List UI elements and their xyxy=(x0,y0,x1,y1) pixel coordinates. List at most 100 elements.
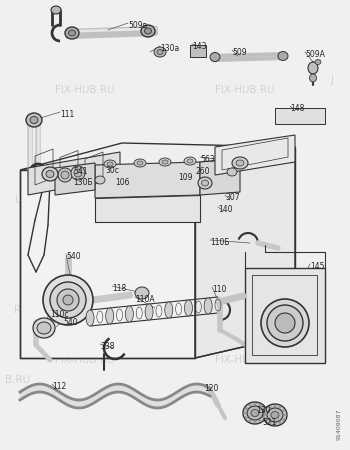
Text: 130а: 130а xyxy=(160,44,179,53)
Ellipse shape xyxy=(245,408,248,410)
Ellipse shape xyxy=(50,282,86,318)
Ellipse shape xyxy=(265,418,268,420)
Ellipse shape xyxy=(210,53,220,62)
Ellipse shape xyxy=(271,411,279,418)
Ellipse shape xyxy=(145,304,153,320)
Ellipse shape xyxy=(30,117,38,123)
Text: 112: 112 xyxy=(52,382,66,391)
Ellipse shape xyxy=(227,168,237,176)
Ellipse shape xyxy=(157,50,163,54)
Ellipse shape xyxy=(106,308,114,324)
Text: 106: 106 xyxy=(115,178,130,187)
Ellipse shape xyxy=(264,412,266,414)
Polygon shape xyxy=(95,162,200,198)
Ellipse shape xyxy=(315,59,321,64)
Ellipse shape xyxy=(268,406,272,408)
Ellipse shape xyxy=(267,305,303,341)
Bar xyxy=(245,268,325,363)
Text: 118: 118 xyxy=(112,284,126,293)
Polygon shape xyxy=(20,170,195,358)
Ellipse shape xyxy=(159,158,171,166)
Ellipse shape xyxy=(308,62,318,74)
Text: 541: 541 xyxy=(73,167,88,176)
Ellipse shape xyxy=(278,51,288,60)
Bar xyxy=(252,275,317,355)
Ellipse shape xyxy=(259,404,261,406)
Ellipse shape xyxy=(104,160,116,168)
Text: 109: 109 xyxy=(178,173,193,182)
Ellipse shape xyxy=(51,6,61,14)
Text: 338: 338 xyxy=(100,342,114,351)
Ellipse shape xyxy=(26,113,42,127)
Ellipse shape xyxy=(248,404,252,406)
Text: 563: 563 xyxy=(200,155,215,164)
Text: FIX-HUB.RU: FIX-HUB.RU xyxy=(55,265,115,275)
Ellipse shape xyxy=(135,287,149,299)
Ellipse shape xyxy=(63,295,73,305)
Polygon shape xyxy=(95,195,200,222)
Ellipse shape xyxy=(268,422,272,424)
Text: 110Б: 110Б xyxy=(210,238,230,247)
Bar xyxy=(190,45,206,57)
Text: 91409087: 91409087 xyxy=(337,409,342,440)
Polygon shape xyxy=(55,163,95,195)
Ellipse shape xyxy=(204,298,212,314)
Ellipse shape xyxy=(154,47,166,57)
Text: 143: 143 xyxy=(192,42,206,51)
Ellipse shape xyxy=(43,275,93,325)
Text: 148: 148 xyxy=(290,104,304,113)
Ellipse shape xyxy=(273,423,276,425)
Ellipse shape xyxy=(282,410,285,411)
Ellipse shape xyxy=(65,27,79,39)
Text: FIX-HUB.RU: FIX-HUB.RU xyxy=(215,85,275,95)
Ellipse shape xyxy=(262,417,265,419)
Text: 30c: 30c xyxy=(105,166,119,175)
Text: 130Б: 130Б xyxy=(73,178,93,187)
Ellipse shape xyxy=(42,167,58,181)
Ellipse shape xyxy=(107,162,113,166)
Ellipse shape xyxy=(141,25,155,37)
Ellipse shape xyxy=(264,414,266,416)
Ellipse shape xyxy=(248,420,252,422)
Text: J: J xyxy=(330,75,334,85)
Text: 521: 521 xyxy=(262,418,276,427)
Ellipse shape xyxy=(261,299,309,347)
Ellipse shape xyxy=(46,171,54,177)
Ellipse shape xyxy=(61,171,69,179)
Text: FIX-HUB.RU: FIX-HUB.RU xyxy=(215,355,275,365)
Ellipse shape xyxy=(187,159,193,163)
Text: 509A: 509A xyxy=(305,50,325,59)
Ellipse shape xyxy=(57,289,79,311)
Ellipse shape xyxy=(33,318,55,338)
Ellipse shape xyxy=(253,403,257,405)
Text: 120: 120 xyxy=(204,384,218,393)
Ellipse shape xyxy=(95,176,105,184)
Ellipse shape xyxy=(162,160,168,164)
Ellipse shape xyxy=(253,421,257,423)
Text: R: R xyxy=(14,305,22,315)
Ellipse shape xyxy=(71,166,85,180)
Ellipse shape xyxy=(37,322,51,334)
Ellipse shape xyxy=(244,412,246,414)
Polygon shape xyxy=(200,158,240,195)
Text: U: U xyxy=(14,195,22,205)
Polygon shape xyxy=(275,108,325,124)
Ellipse shape xyxy=(243,402,267,424)
Text: 540: 540 xyxy=(66,252,81,261)
Polygon shape xyxy=(20,143,295,170)
Text: FIX-HUB.RU: FIX-HUB.RU xyxy=(55,355,115,365)
Ellipse shape xyxy=(165,302,173,318)
Ellipse shape xyxy=(247,406,263,420)
Ellipse shape xyxy=(202,180,209,186)
Text: B.RU: B.RU xyxy=(6,375,30,385)
Ellipse shape xyxy=(232,157,248,169)
Polygon shape xyxy=(28,152,120,195)
Ellipse shape xyxy=(251,410,259,417)
Ellipse shape xyxy=(284,414,287,416)
Polygon shape xyxy=(195,147,295,358)
Text: 307: 307 xyxy=(225,193,240,202)
Text: 110: 110 xyxy=(212,285,226,294)
Ellipse shape xyxy=(279,406,281,408)
Ellipse shape xyxy=(263,404,287,426)
Text: 111: 111 xyxy=(60,110,74,119)
